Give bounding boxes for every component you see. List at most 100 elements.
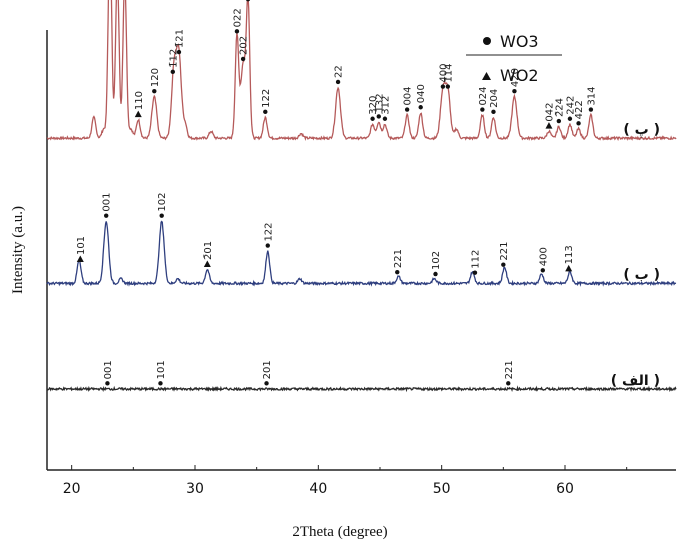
legend-triangle-icon bbox=[482, 72, 491, 80]
peak-label: 112 bbox=[470, 250, 481, 269]
peak-annotations: 0020202001101201̄121̄2102220222012222320… bbox=[76, 0, 597, 386]
x-tick-label: 30 bbox=[186, 481, 204, 497]
peak-marker-circle bbox=[376, 114, 381, 119]
peak-marker-circle bbox=[501, 262, 506, 267]
peak-marker-triangle bbox=[76, 255, 84, 263]
peak-marker-circle bbox=[556, 118, 562, 124]
peak-label: 102 bbox=[157, 193, 168, 212]
peak-label: 122 bbox=[261, 89, 272, 108]
peak-label: 204 bbox=[489, 89, 500, 108]
x-tick-label: 60 bbox=[556, 481, 574, 497]
curve-labels: ( پ ) ( ب ) ( الف ) bbox=[611, 122, 660, 389]
peak-marker-triangle bbox=[545, 122, 553, 129]
peak-marker-circle bbox=[152, 88, 157, 94]
peak-label: 120 bbox=[150, 68, 161, 87]
peak-marker-circle bbox=[234, 29, 240, 34]
peak-marker-circle bbox=[472, 270, 478, 275]
peak-label: 114 bbox=[443, 63, 454, 82]
peak-marker-triangle bbox=[565, 264, 573, 272]
peak-marker-circle bbox=[158, 381, 163, 386]
peak-marker-circle bbox=[104, 213, 109, 218]
peak-label: 1̄21 bbox=[174, 29, 185, 48]
peak-label: 221 bbox=[393, 249, 404, 268]
peak-label: 22 bbox=[334, 65, 345, 78]
peak-label: 221 bbox=[504, 360, 515, 379]
peak-label: 113 bbox=[564, 245, 575, 264]
x-tick-label: 20 bbox=[63, 481, 81, 497]
peak-label: 001 bbox=[103, 360, 114, 379]
peak-label: 042 bbox=[544, 103, 555, 122]
peak-marker-circle bbox=[588, 107, 594, 112]
legend: WO3 WO2 bbox=[466, 32, 562, 85]
peak-label: 242 bbox=[565, 96, 576, 115]
peak-marker-circle bbox=[506, 381, 511, 386]
peak-label: 110 bbox=[134, 91, 145, 110]
peak-label: 314 bbox=[586, 86, 597, 105]
peak-label: 400 bbox=[538, 247, 549, 266]
x-tick-label: 50 bbox=[433, 481, 451, 497]
plot-area bbox=[46, 0, 677, 393]
peak-label: 202 bbox=[239, 36, 250, 55]
peak-label: 312 bbox=[380, 96, 391, 115]
peak-label: 1̄32 bbox=[374, 93, 385, 112]
peak-marker-circle bbox=[491, 109, 496, 115]
series-line-2 bbox=[46, 220, 677, 287]
peak-marker-circle bbox=[105, 381, 110, 386]
peak-marker-triangle bbox=[134, 110, 142, 118]
peak-marker-circle bbox=[335, 79, 341, 85]
y-axis-title: Intensity (a.u.) bbox=[10, 206, 26, 294]
peak-label: 101 bbox=[156, 360, 167, 379]
peak-marker-circle bbox=[246, 0, 251, 2]
series-line-3 bbox=[46, 385, 677, 393]
peak-label: 2̄24 bbox=[554, 98, 565, 117]
peak-marker-circle bbox=[540, 268, 545, 273]
peak-label: 004 bbox=[403, 86, 414, 105]
legend-label-wo2: WO2 bbox=[500, 66, 539, 85]
peak-marker-circle bbox=[404, 107, 410, 112]
peak-label: 122 bbox=[263, 222, 274, 241]
peak-label: 022 bbox=[232, 8, 243, 27]
curve-label-2: ( ب ) bbox=[623, 267, 660, 283]
peak-marker-circle bbox=[418, 105, 423, 110]
peak-label: 040 bbox=[416, 84, 427, 103]
peak-marker-circle bbox=[445, 84, 451, 89]
peak-label: 422 bbox=[574, 100, 585, 119]
peak-label: 400 bbox=[438, 63, 449, 82]
axes bbox=[46, 30, 676, 471]
peak-label: 024 bbox=[478, 86, 489, 105]
peak-marker-circle bbox=[176, 49, 182, 55]
peak-marker-circle bbox=[480, 107, 485, 112]
peak-label: 420 bbox=[510, 68, 521, 87]
series-line-1 bbox=[46, 0, 677, 142]
peak-marker-circle bbox=[240, 56, 246, 62]
peak-marker-circle bbox=[159, 213, 164, 218]
legend-circle-icon bbox=[483, 37, 491, 45]
curve-label-1: ( پ ) bbox=[623, 122, 660, 138]
peak-marker-circle bbox=[170, 69, 175, 75]
peak-label: 2̄01 bbox=[203, 241, 214, 260]
peak-marker-circle bbox=[433, 271, 438, 277]
peak-label: 201 bbox=[262, 360, 273, 379]
peak-marker-circle bbox=[512, 88, 517, 94]
legend-label-wo3: WO3 bbox=[500, 32, 539, 51]
peak-marker-triangle bbox=[203, 260, 211, 267]
peak-marker-circle bbox=[567, 116, 573, 121]
peak-marker-circle bbox=[440, 84, 446, 89]
peak-marker-circle bbox=[382, 116, 388, 121]
peak-label: 320 bbox=[368, 96, 379, 115]
peak-marker-circle bbox=[576, 121, 581, 126]
x-tick-label: 40 bbox=[309, 481, 327, 497]
peak-label: 221 bbox=[499, 242, 510, 261]
curve-label-3: ( الف ) bbox=[611, 373, 660, 389]
peak-label: 1̄12 bbox=[168, 49, 179, 68]
peak-label: 102 bbox=[431, 251, 442, 270]
x-ticks: 20 30 40 50 60 bbox=[63, 465, 628, 497]
peak-marker-circle bbox=[263, 109, 268, 115]
peak-label: 101 bbox=[76, 236, 87, 255]
peak-marker-circle bbox=[370, 116, 375, 121]
x-axis-title: 2Theta (degree) bbox=[292, 524, 387, 540]
peak-label: 001 bbox=[102, 193, 113, 212]
peak-marker-circle bbox=[395, 269, 400, 275]
peak-marker-circle bbox=[265, 243, 270, 248]
